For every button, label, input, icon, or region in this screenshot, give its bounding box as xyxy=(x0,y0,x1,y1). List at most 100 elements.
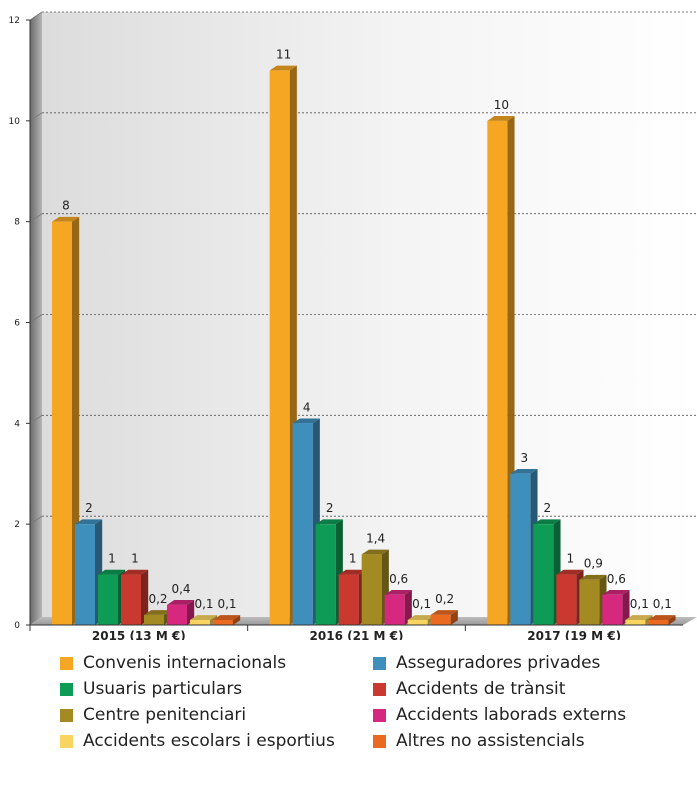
bar xyxy=(533,519,561,625)
data-label: 0,1 xyxy=(653,597,672,611)
data-label: 0,9 xyxy=(584,557,603,571)
bar-side xyxy=(622,589,630,625)
data-label: 8 xyxy=(62,199,70,213)
data-label: 2 xyxy=(544,501,552,515)
bar xyxy=(579,574,607,625)
gridline-side xyxy=(29,112,43,122)
gridline-side xyxy=(29,515,43,525)
legend-label: Usuaris particulars xyxy=(83,679,243,699)
y-tick-label: 10 xyxy=(9,117,21,127)
legend-item: Usuaris particulars xyxy=(60,677,242,701)
legend-swatch xyxy=(373,734,386,748)
bar-front xyxy=(625,619,646,625)
data-label: 1 xyxy=(108,552,116,566)
legend-label: Accidents escolars i esportius xyxy=(83,731,335,751)
bar-front xyxy=(269,70,290,625)
bar-top xyxy=(190,615,218,620)
bar-side xyxy=(668,615,676,625)
bar-top xyxy=(121,569,149,575)
bar-front xyxy=(556,574,577,625)
bar-top xyxy=(315,519,343,525)
legend-item: Accidents escolars i esportius xyxy=(60,729,335,753)
legend-label: Centre penitenciari xyxy=(83,705,247,725)
legend-label: Accidents de trànsit xyxy=(396,679,566,699)
data-label: 11 xyxy=(276,47,291,61)
x-category-label: 2015 (13 M €) xyxy=(92,629,186,640)
legend-swatch xyxy=(373,708,386,722)
legend-item: Altres no assistencials xyxy=(373,729,585,753)
data-label: 1 xyxy=(349,552,357,566)
bar-top xyxy=(361,549,389,555)
y-tick-label: 12 xyxy=(9,16,20,26)
legend-item: Accidents laborads externs xyxy=(373,703,626,727)
bar-top xyxy=(144,610,172,615)
bar-front xyxy=(75,524,95,625)
data-label: 3 xyxy=(521,451,529,465)
bar-front xyxy=(338,574,359,625)
bar-side xyxy=(141,569,149,625)
bar-top xyxy=(430,610,458,615)
x-category-label: 2017 (19 M €) xyxy=(527,629,621,640)
legend-swatch xyxy=(373,656,386,670)
bar-front xyxy=(430,614,451,625)
bar-top xyxy=(98,569,126,575)
bar-front xyxy=(292,423,313,625)
data-label: 0,6 xyxy=(389,572,408,586)
bar-front xyxy=(315,524,336,625)
legend-swatch xyxy=(60,656,73,670)
bar xyxy=(167,600,195,625)
bar-side xyxy=(233,615,241,625)
data-label: 2 xyxy=(85,501,93,515)
gridline-side xyxy=(29,314,43,323)
legend-label: Altres no assistencials xyxy=(396,731,585,751)
bar-front xyxy=(648,619,669,625)
bar xyxy=(384,589,412,625)
data-label: 2 xyxy=(326,501,334,515)
bar-top xyxy=(407,615,435,620)
bar-top xyxy=(75,519,103,525)
bar-front xyxy=(361,554,382,625)
bar-front xyxy=(533,524,554,625)
legend-label: Asseguradores privades xyxy=(396,653,601,673)
legend-item: Convenis internacionals xyxy=(60,651,286,675)
bar-top xyxy=(269,65,297,71)
data-label: 0,1 xyxy=(630,597,649,611)
bar-top xyxy=(556,569,584,575)
data-label: 0,1 xyxy=(194,597,213,611)
bar-top xyxy=(338,569,366,575)
chart: 8 2 1 1 0,2 0,4 0,1 0,1 11 4 2 1 1,4 0,6 0,1 0,2 10 3 2 1 0,… xyxy=(9,11,697,640)
data-label: 0,1 xyxy=(217,597,236,611)
bar-front xyxy=(487,120,508,625)
gridline-side xyxy=(29,415,43,424)
y-tick-label: 6 xyxy=(14,319,20,329)
data-label: 1 xyxy=(131,552,139,566)
gridline-side xyxy=(29,213,43,222)
legend-swatch xyxy=(60,734,73,748)
bar xyxy=(213,615,241,625)
bar-top xyxy=(625,615,653,620)
bar-top xyxy=(510,468,538,474)
bar-front xyxy=(384,594,405,625)
bar-top xyxy=(487,116,515,121)
bar xyxy=(430,610,458,625)
data-label: 0,2 xyxy=(435,592,454,606)
bar-front xyxy=(121,574,141,625)
bar-top xyxy=(292,418,320,424)
bar-front xyxy=(407,619,428,625)
y-tick-label: 4 xyxy=(14,419,20,429)
bar-front xyxy=(144,614,164,625)
legend-label: Accidents laborads externs xyxy=(396,705,627,725)
data-label: 4 xyxy=(303,400,311,414)
gridline-side xyxy=(29,11,43,21)
bar-front xyxy=(190,619,210,625)
bar-top xyxy=(384,589,412,595)
data-label: 1 xyxy=(567,552,575,566)
bar-top xyxy=(533,519,561,525)
legend-swatch xyxy=(373,682,386,696)
bar-front xyxy=(602,594,623,625)
y-tick-label: 0 xyxy=(14,621,20,631)
bar-side xyxy=(404,589,412,625)
data-label: 0,6 xyxy=(607,572,626,586)
bar-top xyxy=(648,615,676,620)
